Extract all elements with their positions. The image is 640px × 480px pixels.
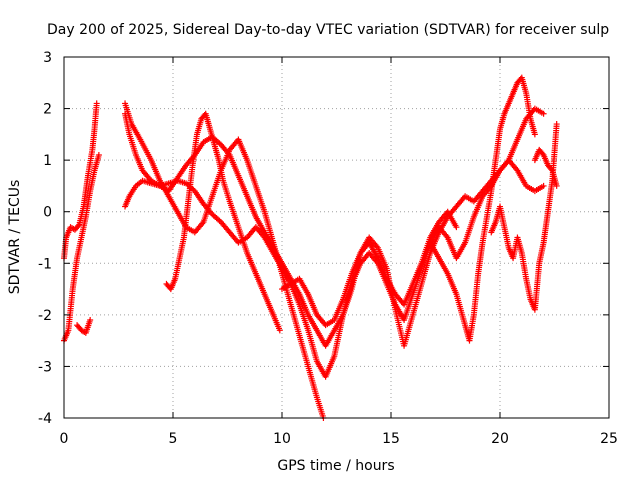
y-tick-label: 2 (43, 102, 52, 118)
x-tick-label: 0 (60, 431, 69, 447)
data-point (453, 224, 460, 231)
series-satellite-track-10 (488, 121, 560, 313)
data-point (539, 150, 546, 157)
y-tick-label: -3 (38, 359, 52, 375)
data-point (276, 327, 283, 334)
grid (64, 57, 609, 418)
data-point (553, 182, 560, 189)
y-tick-label: -1 (38, 256, 52, 272)
series-satellite-track-8 (279, 208, 460, 329)
series-satellite-track-2 (61, 100, 100, 262)
data-point (531, 131, 538, 138)
y-tick-label: 0 (43, 205, 52, 221)
data-point (553, 121, 560, 128)
series-satellite-track-9 (427, 74, 538, 344)
data-point (87, 317, 94, 324)
series-satellite-track-11 (531, 146, 560, 189)
y-axis-label: SDTVAR / TECUs (7, 180, 23, 295)
series-satellite-track-6 (122, 100, 327, 421)
plot-frame (63, 56, 610, 419)
x-tick-label: 5 (169, 431, 178, 447)
data-point (93, 100, 100, 107)
series-satellite-track-3 (74, 317, 94, 336)
data-point (95, 151, 102, 158)
x-axis-label: GPS time / hours (277, 458, 394, 474)
x-tick-label: 20 (491, 431, 509, 447)
series-satellite-track-5 (122, 157, 547, 380)
series-satellite-track-7 (163, 110, 283, 334)
data-points (61, 74, 560, 421)
data-point (75, 222, 82, 229)
y-tick-label: 1 (43, 153, 52, 169)
axis-ticks: 0 5 10 15 20 25 -4 -3 -2 -1 0 1 2 3 (38, 50, 618, 447)
x-tick-label: 10 (273, 431, 291, 447)
data-point (540, 110, 547, 117)
data-point (548, 166, 555, 173)
y-tick-label: -2 (38, 308, 52, 324)
chart-title: Day 200 of 2025, Sidereal Day-to-day VTE… (47, 22, 609, 38)
x-tick-label: 15 (382, 431, 400, 447)
x-tick-label: 25 (600, 431, 618, 447)
y-tick-label: 3 (43, 50, 52, 66)
data-point (540, 182, 547, 189)
y-tick-label: -4 (38, 411, 52, 427)
series-satellite-track-1 (61, 151, 102, 344)
